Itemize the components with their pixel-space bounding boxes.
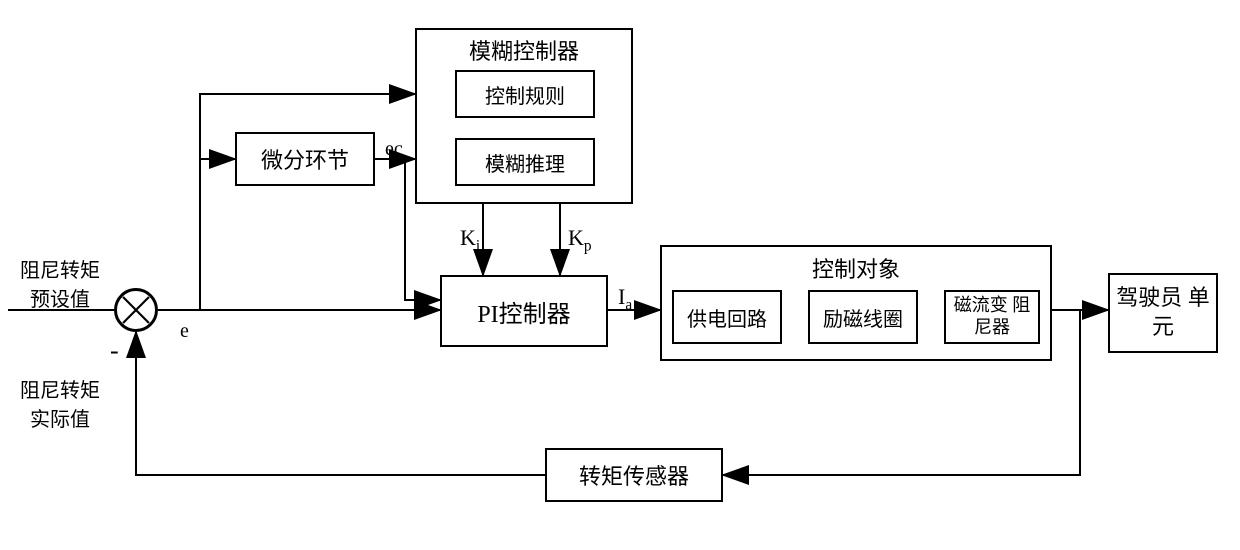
signal-ec: ec bbox=[385, 138, 403, 161]
feedback-label: 阻尼转矩 实际值 bbox=[10, 374, 110, 434]
plant-title: 控制对象 bbox=[660, 252, 1052, 280]
signal-ia: Ia bbox=[618, 284, 632, 314]
fuzzy-controller-title: 模糊控制器 bbox=[415, 34, 633, 64]
control-rule-block: 控制规则 bbox=[455, 70, 595, 118]
differential-block: 微分环节 bbox=[235, 132, 375, 186]
torque-sensor-block: 转矩传感器 bbox=[545, 448, 723, 502]
excitation-coil-block: 励磁线圈 bbox=[808, 290, 918, 344]
input-label: 阻尼转矩 预设值 bbox=[10, 254, 110, 314]
signal-ki: Ki bbox=[460, 225, 480, 255]
summing-junction bbox=[114, 288, 158, 332]
driver-unit-block: 驾驶员 单元 bbox=[1108, 273, 1218, 353]
power-loop-block: 供电回路 bbox=[672, 290, 782, 344]
signal-kp: Kp bbox=[568, 225, 592, 255]
signal-e: e bbox=[180, 320, 189, 343]
wire-sensor_to_sum bbox=[136, 332, 545, 475]
pi-controller-block: PI控制器 bbox=[440, 275, 608, 347]
fuzzy-inference-block: 模糊推理 bbox=[455, 138, 595, 186]
mr-damper-block: 磁流变 阻尼器 bbox=[944, 290, 1040, 344]
wire-e_up_to_diff bbox=[200, 159, 235, 310]
minus-sign: - bbox=[110, 336, 119, 366]
